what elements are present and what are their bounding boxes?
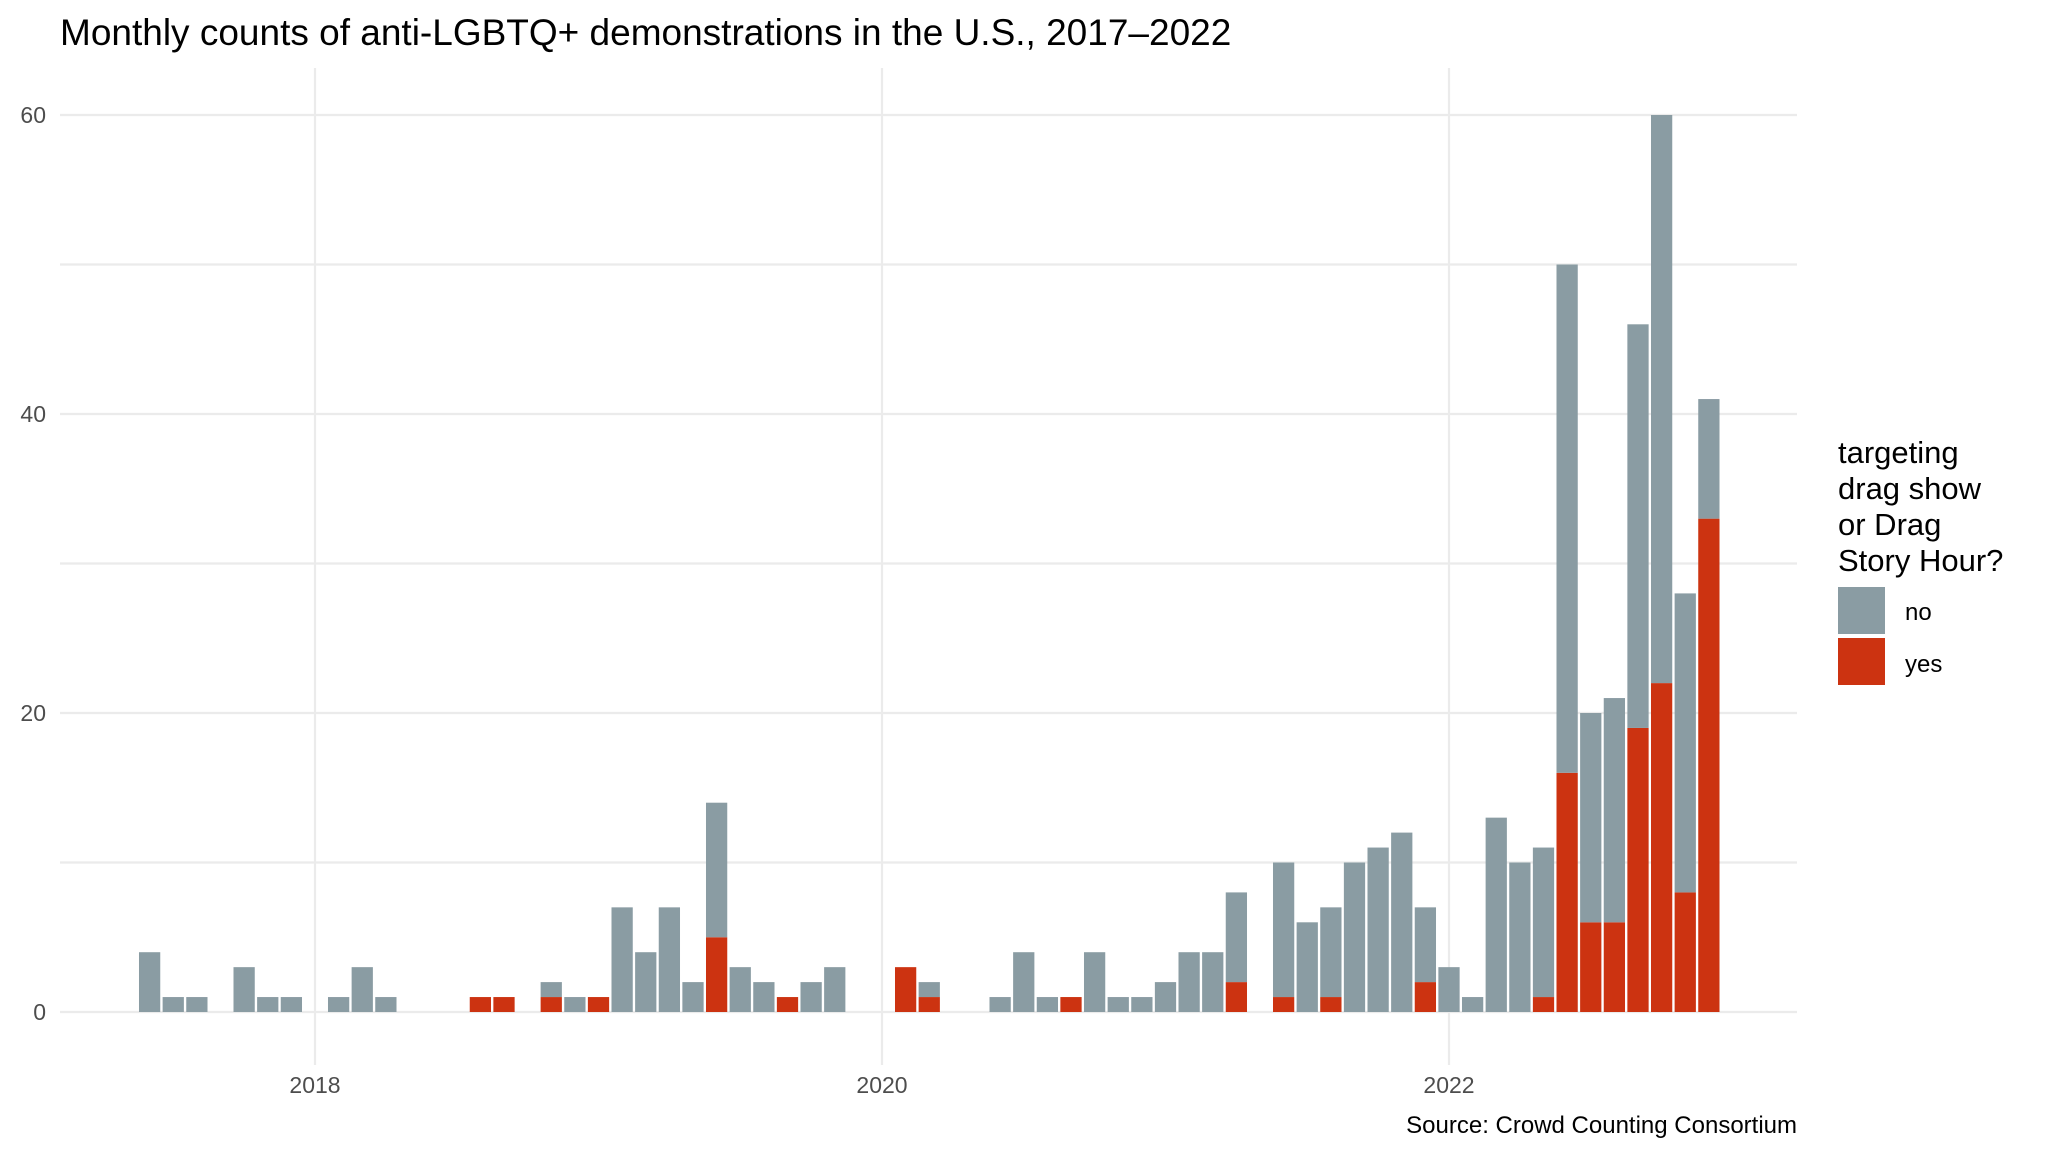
bar-segment-no — [1343, 862, 1366, 1012]
bar-segment-no — [327, 997, 350, 1012]
x-tick-label: 2022 — [1423, 1072, 1474, 1098]
bar-segment-no — [233, 967, 255, 1012]
bar-segment-no — [1013, 952, 1035, 1012]
bar-segment-no — [658, 907, 681, 1012]
bar-segment-no — [1272, 862, 1295, 998]
bar-segment-no — [1461, 997, 1484, 1012]
legend-title-line: Story Hour? — [1838, 543, 2003, 578]
bar-segment-yes — [1603, 922, 1626, 1012]
bar-segment-no — [824, 967, 846, 1012]
chart-title: Monthly counts of anti-LGBTQ+ demonstrat… — [60, 12, 1231, 53]
bar-segment-yes — [1225, 982, 1248, 1012]
bar-segment-no — [186, 997, 208, 1012]
gridlines — [60, 68, 1797, 1065]
legend-title-line: or Drag — [1838, 507, 1941, 542]
x-tick-label: 2020 — [856, 1072, 907, 1098]
bar-segment-no — [138, 952, 161, 1012]
bar-segment-no — [1296, 922, 1318, 1012]
bar-segment-no — [1627, 324, 1649, 728]
bar-segment-yes — [1627, 727, 1649, 1012]
bar-segment-no — [1083, 952, 1106, 1012]
bar-segment-yes — [776, 997, 799, 1012]
x-tick-label: 2018 — [289, 1072, 340, 1098]
bar-segment-no — [705, 802, 728, 938]
bar-segment-no — [1225, 892, 1248, 983]
bar-segment-yes — [1320, 997, 1342, 1012]
bar-segment-no — [1202, 952, 1224, 1012]
legend-label-yes: yes — [1905, 651, 1942, 678]
bar-segment-no — [1414, 907, 1437, 983]
bar-segment-no — [1036, 997, 1059, 1012]
bar-segment-yes — [1674, 892, 1696, 1012]
bar-segment-yes — [1650, 683, 1673, 1012]
bar-segment-no — [682, 982, 704, 1012]
bar-segment-yes — [1060, 997, 1082, 1012]
bar-segment-yes — [1580, 922, 1602, 1012]
bar-segment-no — [1698, 399, 1720, 519]
bar-segment-yes — [587, 997, 610, 1012]
bar-segment-yes — [894, 967, 917, 1012]
bar-segment-no — [1556, 264, 1578, 773]
legend: targeting drag show or Drag Story Hour? … — [1838, 435, 2003, 685]
bar-segment-no — [540, 982, 562, 998]
bar-segment-yes — [493, 997, 515, 1012]
bar-segment-no — [1107, 997, 1129, 1012]
bar-segment-no — [375, 997, 397, 1012]
bar-segment-yes — [1414, 982, 1437, 1012]
bar-segment-no — [1485, 817, 1507, 1012]
bar-segment-no — [1320, 907, 1342, 998]
bars — [138, 115, 1720, 1012]
bar-segment-yes — [918, 997, 940, 1012]
bar-segment-no — [280, 997, 303, 1012]
bar-segment-yes — [1698, 518, 1720, 1012]
bar-segment-no — [1580, 713, 1602, 923]
bar-segment-yes — [1556, 772, 1578, 1012]
bar-segment-no — [1603, 698, 1626, 923]
legend-title-line: targeting — [1838, 435, 1959, 470]
bar-segment-no — [1154, 982, 1177, 1012]
bar-segment-no — [1509, 862, 1531, 1012]
bar-segment-no — [1650, 115, 1673, 684]
bar-segment-yes — [540, 997, 562, 1012]
bar-segment-no — [753, 982, 775, 1012]
y-tick-label: 60 — [20, 102, 46, 128]
bar-segment-yes — [469, 997, 492, 1012]
bar-segment-no — [918, 982, 940, 998]
bar-segment-no — [729, 967, 751, 1012]
bar-segment-no — [257, 997, 279, 1012]
legend-title-line: drag show — [1838, 471, 1982, 506]
bar-segment-no — [564, 997, 586, 1012]
y-axis: 0 20 40 60 — [20, 102, 46, 1025]
bar-segment-no — [1532, 847, 1555, 998]
bar-segment-no — [1438, 967, 1460, 1012]
y-tick-label: 20 — [20, 700, 46, 726]
bar-segment-no — [989, 997, 1011, 1012]
bar-segment-no — [162, 997, 184, 1012]
bar-segment-yes — [1272, 997, 1295, 1012]
y-tick-label: 40 — [20, 401, 46, 427]
bar-segment-no — [1391, 832, 1413, 1012]
bar-segment-no — [635, 952, 657, 1012]
source-caption: Source: Crowd Counting Consortium — [1406, 1112, 1797, 1139]
bar-segment-yes — [705, 937, 728, 1012]
bar-segment-no — [611, 907, 633, 1012]
bar-segment-no — [1367, 847, 1389, 1012]
legend-key-no — [1838, 587, 1885, 634]
legend-key-yes — [1838, 638, 1885, 685]
legend-label-no: no — [1905, 599, 1932, 626]
bar-segment-no — [1178, 952, 1200, 1012]
bar-segment-no — [351, 967, 373, 1012]
bar-segment-no — [1131, 997, 1153, 1012]
x-axis: 2018 2020 2022 — [289, 1072, 1474, 1098]
y-tick-label: 0 — [33, 999, 46, 1025]
bar-segment-yes — [1532, 997, 1555, 1012]
bar-segment-no — [800, 982, 822, 1012]
bar-segment-no — [1674, 593, 1696, 893]
